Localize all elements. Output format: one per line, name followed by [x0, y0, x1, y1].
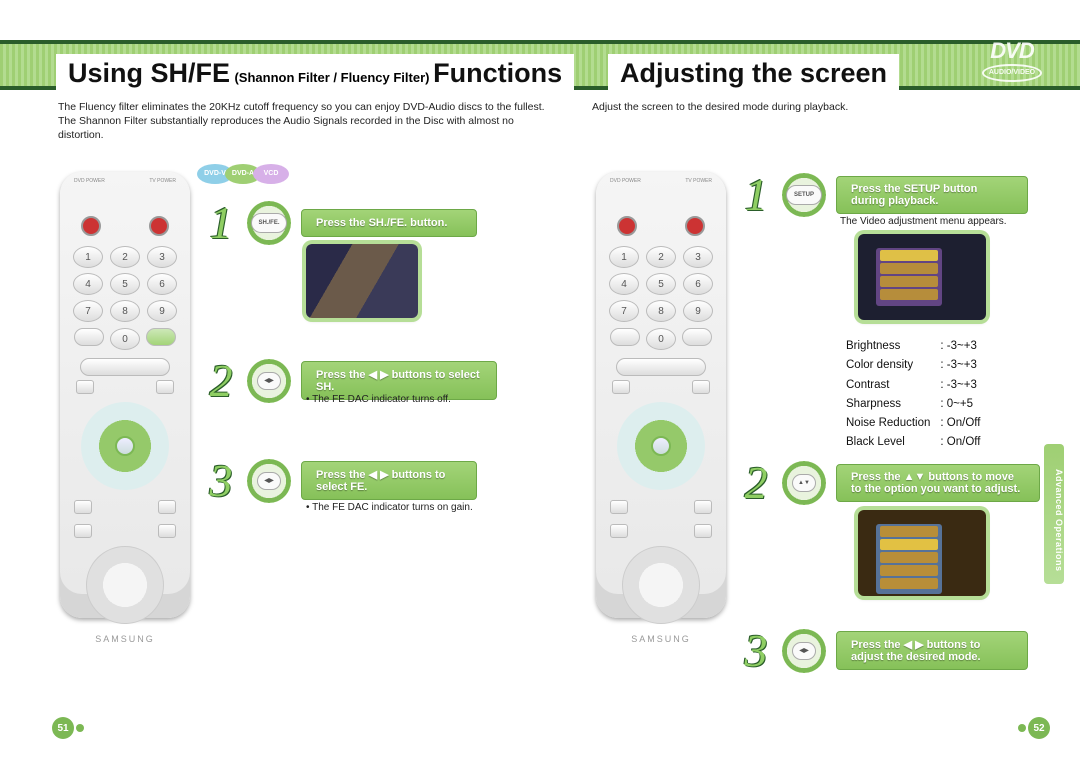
- page-dot-right: [1018, 724, 1026, 732]
- jog-dial-icon: [86, 546, 164, 624]
- remote-right: DVD POWER TV POWER 123 456 789 0 SAMSUNG: [596, 172, 726, 618]
- intro-left-l2: The Shannon Filter substantially reprodu…: [58, 114, 548, 142]
- key-1: 1: [73, 246, 103, 268]
- step-btn-updown: ▲▼: [782, 461, 826, 505]
- right-step-1-note: The Video adjustment menu appears.: [840, 216, 1007, 227]
- title-left-small: (Shannon Filter / Fluency Filter): [234, 70, 433, 85]
- intro-right: Adjust the screen to the desired mode du…: [592, 100, 1032, 114]
- intro-right-l1: Adjust the screen to the desired mode du…: [592, 100, 1032, 114]
- title-right-text: Adjusting the screen: [620, 58, 887, 88]
- right-step-2: 2 ▲▼ Press the ▲▼ buttons to move to the…: [740, 456, 1040, 509]
- title-right: Adjusting the screen: [608, 54, 899, 91]
- setting-row: Black Level: On/Off: [846, 434, 980, 451]
- page-num-left: 51: [52, 717, 74, 739]
- sq-r: [156, 380, 174, 394]
- dvd-logo: DVD AUDIO/VIDEO: [972, 38, 1052, 80]
- key-0: 0: [110, 328, 140, 350]
- key-4: 4: [73, 273, 103, 295]
- key-6: 6: [147, 273, 177, 295]
- setting-row: Contrast: -3~+3: [846, 377, 980, 394]
- step-3-note: • The FE DAC indicator turns on gain.: [306, 502, 473, 513]
- dpad-icon: [81, 402, 169, 490]
- key-9: 9: [147, 300, 177, 322]
- key-shfe: [146, 328, 176, 346]
- left-step-1: 1 SH./FE. Press the SH./FE. button.: [205, 196, 477, 249]
- power-tv-icon: [149, 216, 169, 236]
- page-dot-left: [76, 724, 84, 732]
- dvd-logo-text: DVD: [990, 38, 1033, 63]
- side-tab: Advanced Operations: [1044, 444, 1064, 584]
- screenshot-menu-2: [858, 510, 986, 596]
- screenshot-menu-1: [858, 234, 986, 320]
- remote-left: DVD POWER TV POWER 1 2 3 4 5 6 7 8 9 0 S…: [60, 172, 190, 618]
- key-group: [74, 328, 104, 346]
- sq-l: [76, 380, 94, 394]
- pill-1: [80, 358, 170, 376]
- step-bar: Press the SH./FE. button.: [301, 209, 477, 237]
- key-3: 3: [147, 246, 177, 268]
- step-btn-setup: SETUP: [782, 173, 826, 217]
- step-btn-lr: ◀▶: [247, 359, 291, 403]
- lbl-tv-power: TV POWER: [149, 178, 176, 184]
- key-5: 5: [110, 273, 140, 295]
- step-btn-shfe: SH./FE.: [247, 201, 291, 245]
- setting-row: Noise Reduction: On/Off: [846, 415, 980, 432]
- step-text: Press the SH./FE. button.: [316, 217, 462, 229]
- title-left-a: Using SH/FE: [68, 58, 230, 88]
- settings-list: Brightness: -3~+3 Color density: -3~+3 C…: [844, 336, 982, 454]
- intro-left-l1: The Fluency filter eliminates the 20KHz …: [58, 100, 548, 114]
- key-2: 2: [110, 246, 140, 268]
- title-left: Using SH/FE (Shannon Filter / Fluency Fi…: [56, 54, 574, 91]
- left-step-3: 3 ◀▶ Press the ◀ ▶ buttons to select FE.: [205, 454, 477, 507]
- keypad: 1 2 3 4 5 6 7 8 9: [60, 246, 190, 322]
- key-8: 8: [110, 300, 140, 322]
- dvd-logo-sub: AUDIO/VIDEO: [982, 64, 1042, 82]
- step-2-note: • The FE DAC indicator turns off.: [306, 394, 451, 405]
- title-left-b: Functions: [433, 58, 562, 88]
- power-dvd-icon: [81, 216, 101, 236]
- lbl-dvd-power: DVD POWER: [74, 178, 105, 184]
- key-7: 7: [73, 300, 103, 322]
- right-step-3: 3 ◀▶ Press the ◀ ▶ buttons to adjust the…: [740, 624, 1028, 677]
- step-num: 1: [205, 196, 237, 249]
- right-step-1: 1 SETUP Press the SETUP button during pl…: [740, 168, 1028, 221]
- brand-label: SAMSUNG: [60, 634, 190, 644]
- setting-row: Sharpness: 0~+5: [846, 396, 980, 413]
- page-num-right: 52: [1028, 717, 1050, 739]
- disc-tag-vcd: VCD: [253, 164, 289, 184]
- screenshot-movie: [306, 244, 418, 318]
- setting-row: Brightness: -3~+3: [846, 338, 980, 355]
- setting-row: Color density: -3~+3: [846, 357, 980, 374]
- disc-tags: DVD-V DVD-A VCD: [197, 164, 289, 184]
- intro-left: The Fluency filter eliminates the 20KHz …: [58, 100, 548, 143]
